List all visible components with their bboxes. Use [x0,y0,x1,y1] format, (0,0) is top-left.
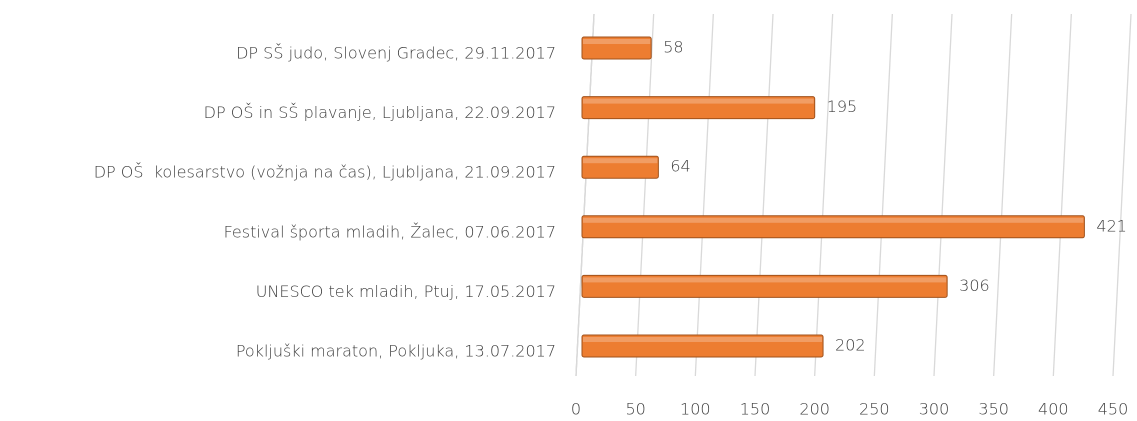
grid-line [575,13,595,377]
bar [581,274,948,298]
y-tick-label: UNESCO tek mladih, Ptuj, 17.05.2017 [256,282,556,301]
bar-highlight [583,39,651,44]
grid-line [1112,13,1132,377]
y-tick-label: DP SŠ judo, Slovenj Gradec, 29.11.2017 [236,44,556,63]
bar [581,155,659,179]
grid-line [814,13,834,377]
bar [581,334,824,358]
x-tick-label: 100 [680,400,711,419]
value-label: 58 [663,38,683,57]
x-tick-label: 250 [859,400,890,419]
grid-line [694,13,714,377]
x-tick-label: 450 [1098,400,1129,419]
x-tick-label: 150 [740,400,771,419]
value-label: 421 [1096,216,1127,235]
grid-line [1052,13,1072,377]
y-tick-label: DP OŠ kolesarstvo (vožnja na čas), Ljubl… [94,163,556,182]
x-tick-label: 350 [978,400,1009,419]
grid-line [933,13,953,377]
x-tick-label: 50 [625,400,645,419]
x-tick-label: 400 [1038,400,1069,419]
y-tick-label: DP OŠ in SŠ plavanje, Ljubljana, 22.09.2… [204,103,556,122]
value-label: 306 [959,276,990,295]
bar [581,36,652,60]
grid-line [873,13,893,377]
value-label: 195 [827,97,858,116]
grid-line [993,13,1013,377]
bar [581,96,816,120]
bar-highlight [583,158,658,164]
grid-line [635,13,655,377]
y-tick-label: Pokljuški maraton, Pokljuka, 13.07.2017 [236,342,556,361]
x-tick-label: 300 [919,400,950,419]
x-tick-label: 200 [799,400,830,419]
bar-highlight [583,98,814,104]
bar-highlight [583,277,947,283]
bar-highlight [583,217,1084,223]
value-label: 202 [835,336,866,355]
y-tick-label: Festival športa mladih, Žalec, 07.06.201… [224,222,556,241]
grid-line [754,13,774,377]
bar-highlight [583,337,823,342]
bar [581,215,1085,239]
value-label: 64 [670,157,690,176]
x-tick-label: 0 [571,400,581,419]
